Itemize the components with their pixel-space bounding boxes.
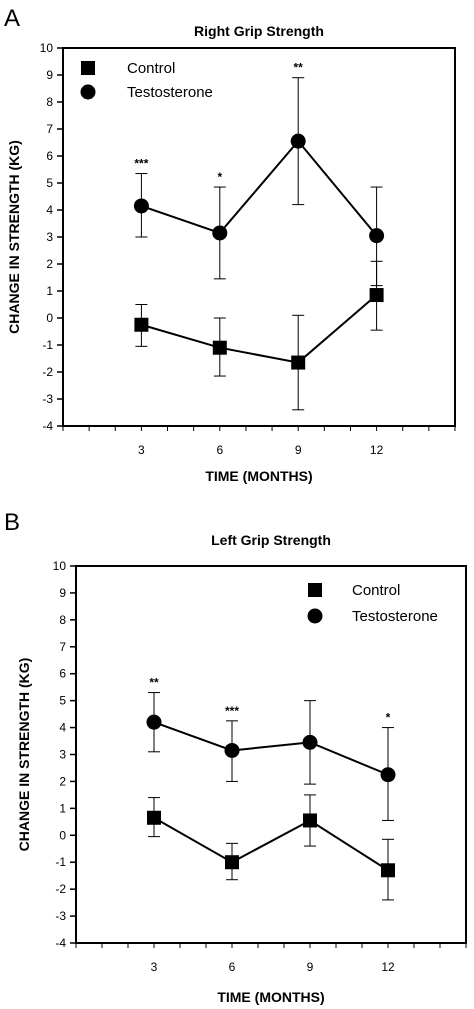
y-tick-label: -4 — [55, 936, 66, 950]
data-point-circle — [380, 767, 396, 783]
y-tick-label: 3 — [59, 748, 66, 762]
legend-label: Control — [127, 60, 175, 77]
x-tick-label: 12 — [381, 960, 395, 974]
legend-label: Testosterone — [127, 84, 213, 101]
legend-label: Control — [352, 582, 400, 599]
y-tick-label: -4 — [42, 419, 53, 433]
y-tick-label: -2 — [42, 365, 53, 379]
y-tick-label: -1 — [55, 855, 66, 869]
y-tick-label: 0 — [46, 311, 53, 325]
y-tick-label: 2 — [46, 257, 53, 271]
x-tick-label: 6 — [216, 443, 223, 457]
significance-annotation: *** — [225, 704, 239, 718]
legend-label: Testosterone — [352, 608, 438, 625]
series-line — [141, 139, 378, 237]
legend-marker-circle — [80, 84, 96, 100]
data-point-square — [291, 355, 306, 370]
significance-annotation: *** — [134, 157, 148, 171]
data-point-circle — [224, 742, 240, 758]
series-control — [134, 260, 384, 411]
series-line — [153, 721, 389, 776]
y-tick-label: -2 — [55, 882, 66, 896]
data-point-circle — [133, 198, 149, 214]
series-line — [141, 294, 378, 364]
y-tick-label: 6 — [59, 667, 66, 681]
legend-marker-square — [81, 61, 95, 75]
y-tick-label: 7 — [46, 122, 53, 136]
y-tick-label: 0 — [59, 828, 66, 842]
y-tick-label: 1 — [46, 284, 53, 298]
data-point-square — [369, 288, 384, 303]
legend-marker-square — [308, 583, 322, 597]
x-tick-label: 9 — [307, 960, 314, 974]
x-tick-label: 3 — [138, 443, 145, 457]
x-tick-label: 9 — [295, 443, 302, 457]
x-tick-label: 6 — [229, 960, 236, 974]
x-axis-label: TIME (MONTHS) — [217, 989, 324, 1005]
legend: Control Testosterone — [80, 60, 213, 101]
data-point-square — [381, 863, 395, 878]
data-point-square — [147, 810, 161, 825]
data-point-circle — [212, 225, 228, 241]
data-point-circle — [146, 714, 162, 730]
significance-annotation: * — [217, 170, 222, 184]
data-point-square — [225, 855, 239, 870]
y-tick-label: 7 — [59, 640, 66, 654]
y-tick-label: 4 — [46, 203, 53, 217]
y-tick-label: -3 — [55, 909, 66, 923]
chart-title: Right Grip Strength — [194, 23, 324, 39]
y-tick-label: 4 — [59, 721, 66, 735]
series-line — [153, 816, 389, 872]
y-tick-label: 9 — [59, 586, 66, 600]
y-tick-label: 10 — [53, 559, 67, 573]
y-tick-label: 5 — [46, 176, 53, 190]
y-tick-label: 1 — [59, 801, 66, 815]
legend: Control Testosterone — [307, 582, 438, 625]
data-point-square — [134, 317, 149, 332]
significance-annotation: ** — [294, 61, 304, 75]
y-tick-label: -3 — [42, 392, 53, 406]
y-tick-label: 10 — [40, 41, 54, 55]
data-point-circle — [369, 228, 385, 244]
series-testosterone — [146, 692, 396, 821]
y-tick-label: 6 — [46, 149, 53, 163]
series-testosterone — [133, 77, 385, 287]
data-point-circle — [290, 133, 306, 149]
x-tick-label: 12 — [370, 443, 384, 457]
significance-annotation: ** — [149, 676, 159, 690]
plot-frame — [62, 47, 456, 427]
data-point-square — [303, 813, 317, 828]
y-tick-label: 9 — [46, 68, 53, 82]
y-tick-label: 8 — [46, 95, 53, 109]
chart-title: Left Grip Strength — [211, 532, 331, 548]
x-axis-label: TIME (MONTHS) — [205, 468, 312, 484]
data-point-circle — [302, 734, 318, 750]
y-tick-label: 3 — [46, 230, 53, 244]
panel-letter: B — [4, 509, 20, 536]
y-axis-label: CHANGE IN STRENGTH (KG) — [6, 140, 22, 334]
series-control — [147, 794, 395, 901]
y-axis-label: CHANGE IN STRENGTH (KG) — [16, 658, 32, 852]
x-tick-label: 3 — [151, 960, 158, 974]
chart-panel-a: A Right Grip Strength-4-3-2-1012345678910… — [4, 5, 456, 484]
panel-letter: A — [4, 5, 20, 32]
y-tick-label: 8 — [59, 613, 66, 627]
y-tick-label: -1 — [42, 338, 53, 352]
significance-annotation: * — [386, 711, 391, 725]
data-point-square — [212, 340, 227, 355]
y-tick-label: 2 — [59, 774, 66, 788]
legend-marker-circle — [307, 608, 323, 624]
y-tick-label: 5 — [59, 694, 66, 708]
